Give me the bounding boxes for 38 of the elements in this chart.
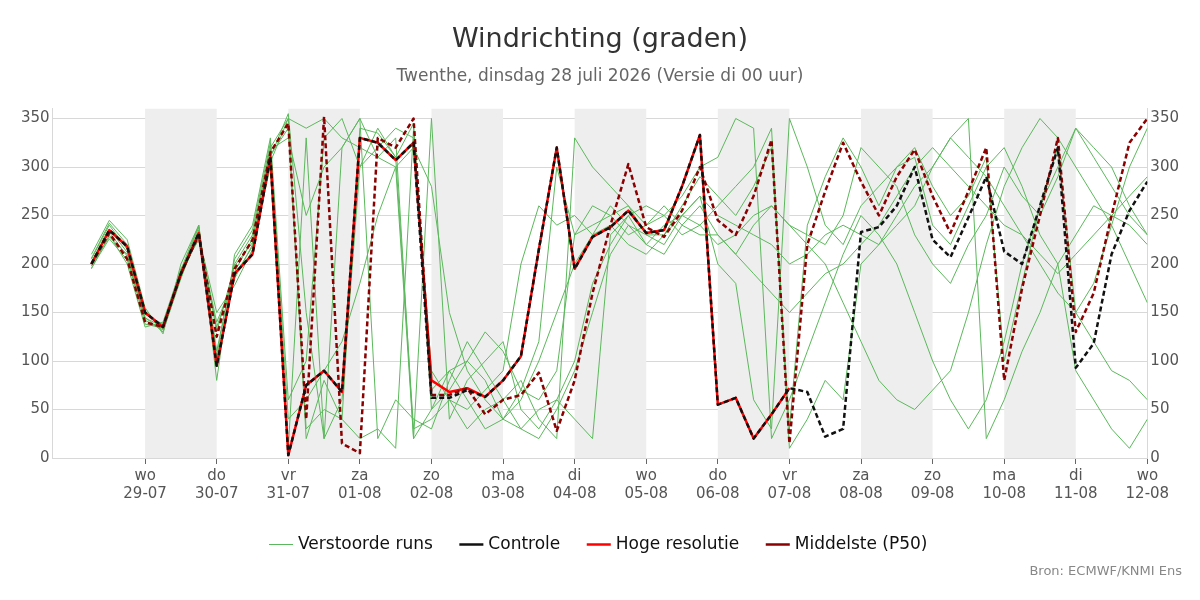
text: Bron: ECMWF/KNMI Ens [1029, 563, 1182, 578]
x-tick-label: vr 07-08 [767, 465, 812, 502]
y-tick-label: 300 [20, 156, 50, 175]
y-tick-label: 100 [20, 350, 50, 369]
y2-tick-label: 0 [1150, 447, 1160, 466]
legend-label: Verstoorde runs [298, 532, 433, 553]
x-tick-label: zo 02-08 [409, 465, 454, 502]
x-tick-label: za 08-08 [839, 465, 883, 502]
x-tick-label: di 04-08 [552, 465, 597, 502]
y2-tick-label: 50 [1150, 399, 1170, 418]
y-tick-label: 350 [20, 108, 50, 127]
y2-tick-label: 300 [1150, 156, 1180, 175]
x-tick-label: za 01-08 [338, 465, 382, 502]
y-tick-label: 50 [30, 399, 50, 418]
x-tick-label: wo 12-08 [1125, 465, 1170, 502]
x-tick-label: wo 29-07 [123, 465, 167, 502]
chart-subtitle: Twenthe, dinsdag 28 juli 2026 (Versie di 00 uur) [395, 65, 804, 86]
y2-tick-label: 150 [1150, 302, 1180, 321]
legend-label: Hoge resolutie [615, 532, 740, 553]
y-tick-label: 200 [20, 253, 50, 272]
legend-label: Controle [488, 532, 561, 553]
y2-tick-label: 350 [1150, 108, 1180, 127]
y2-tick-label: 100 [1150, 350, 1180, 369]
y-tick-label: 0 [40, 447, 50, 466]
x-tick-label: wo 05-08 [624, 465, 669, 502]
x-tick-label: do 06-08 [696, 465, 740, 502]
x-tick-label: ma 03-08 [481, 465, 525, 502]
y-tick-label: 250 [20, 205, 50, 224]
x-tick-label: zo 09-08 [910, 465, 955, 502]
x-tick-label: ma 10-08 [982, 465, 1026, 502]
x-tick-label: vr 31-07 [266, 465, 311, 502]
chart-title: Windrichting (graden) [451, 22, 749, 54]
y2-tick-label: 200 [1150, 253, 1180, 272]
y-tick-label: 150 [20, 302, 50, 321]
x-tick-label: di 11-08 [1053, 465, 1098, 502]
legend-label: Middelste (P50) [794, 532, 928, 553]
y2-tick-label: 250 [1150, 205, 1180, 224]
x-tick-label: do 30-07 [194, 465, 239, 502]
